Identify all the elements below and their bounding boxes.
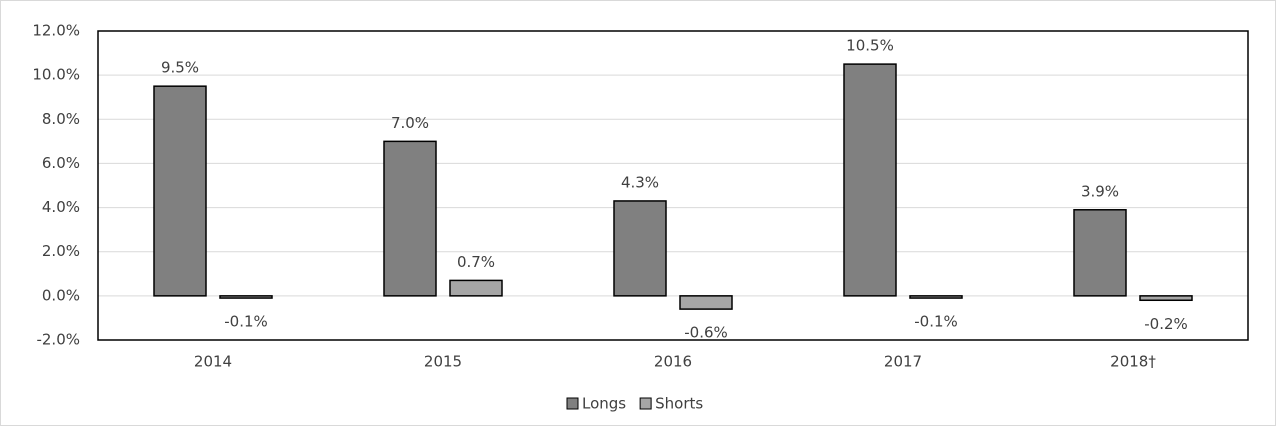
legend-swatch <box>566 397 579 410</box>
x-tick-label: 2018† <box>1110 353 1156 371</box>
value-label: 4.3% <box>621 173 659 191</box>
y-tick-label: -2.0% <box>36 331 80 349</box>
legend-label: Longs <box>582 395 626 413</box>
y-tick-label: 8.0% <box>42 110 80 128</box>
y-tick-label: 6.0% <box>42 154 80 172</box>
y-tick-label: 2.0% <box>42 242 80 260</box>
value-label: 7.0% <box>391 114 429 132</box>
legend-swatch <box>639 397 652 410</box>
bar <box>449 279 503 297</box>
bar <box>383 140 437 297</box>
bar <box>1139 295 1193 302</box>
value-label: -0.6% <box>684 324 728 342</box>
value-label: 10.5% <box>846 37 894 55</box>
bar <box>843 63 897 297</box>
bar <box>909 295 963 299</box>
x-tick-label: 2016 <box>654 353 692 371</box>
bar <box>679 295 733 310</box>
bar <box>219 295 273 299</box>
legend-label: Shorts <box>655 395 703 413</box>
value-label: 9.5% <box>161 59 199 77</box>
plot-frame <box>97 30 1249 341</box>
value-label: 0.7% <box>457 253 495 271</box>
x-tick-label: 2015 <box>424 353 462 371</box>
value-label: -0.1% <box>914 313 958 331</box>
x-tick-label: 2017 <box>884 353 922 371</box>
value-label: -0.2% <box>1144 315 1188 333</box>
y-tick-label: 12.0% <box>32 22 80 40</box>
bar <box>153 85 207 297</box>
x-tick-label: 2014 <box>194 353 232 371</box>
bar <box>1073 209 1127 297</box>
y-tick-label: 4.0% <box>42 198 80 216</box>
value-label: -0.1% <box>224 313 268 331</box>
bar <box>613 200 667 297</box>
y-tick-label: 10.0% <box>32 66 80 84</box>
value-label: 3.9% <box>1081 182 1119 200</box>
y-tick-label: 0.0% <box>42 286 80 304</box>
